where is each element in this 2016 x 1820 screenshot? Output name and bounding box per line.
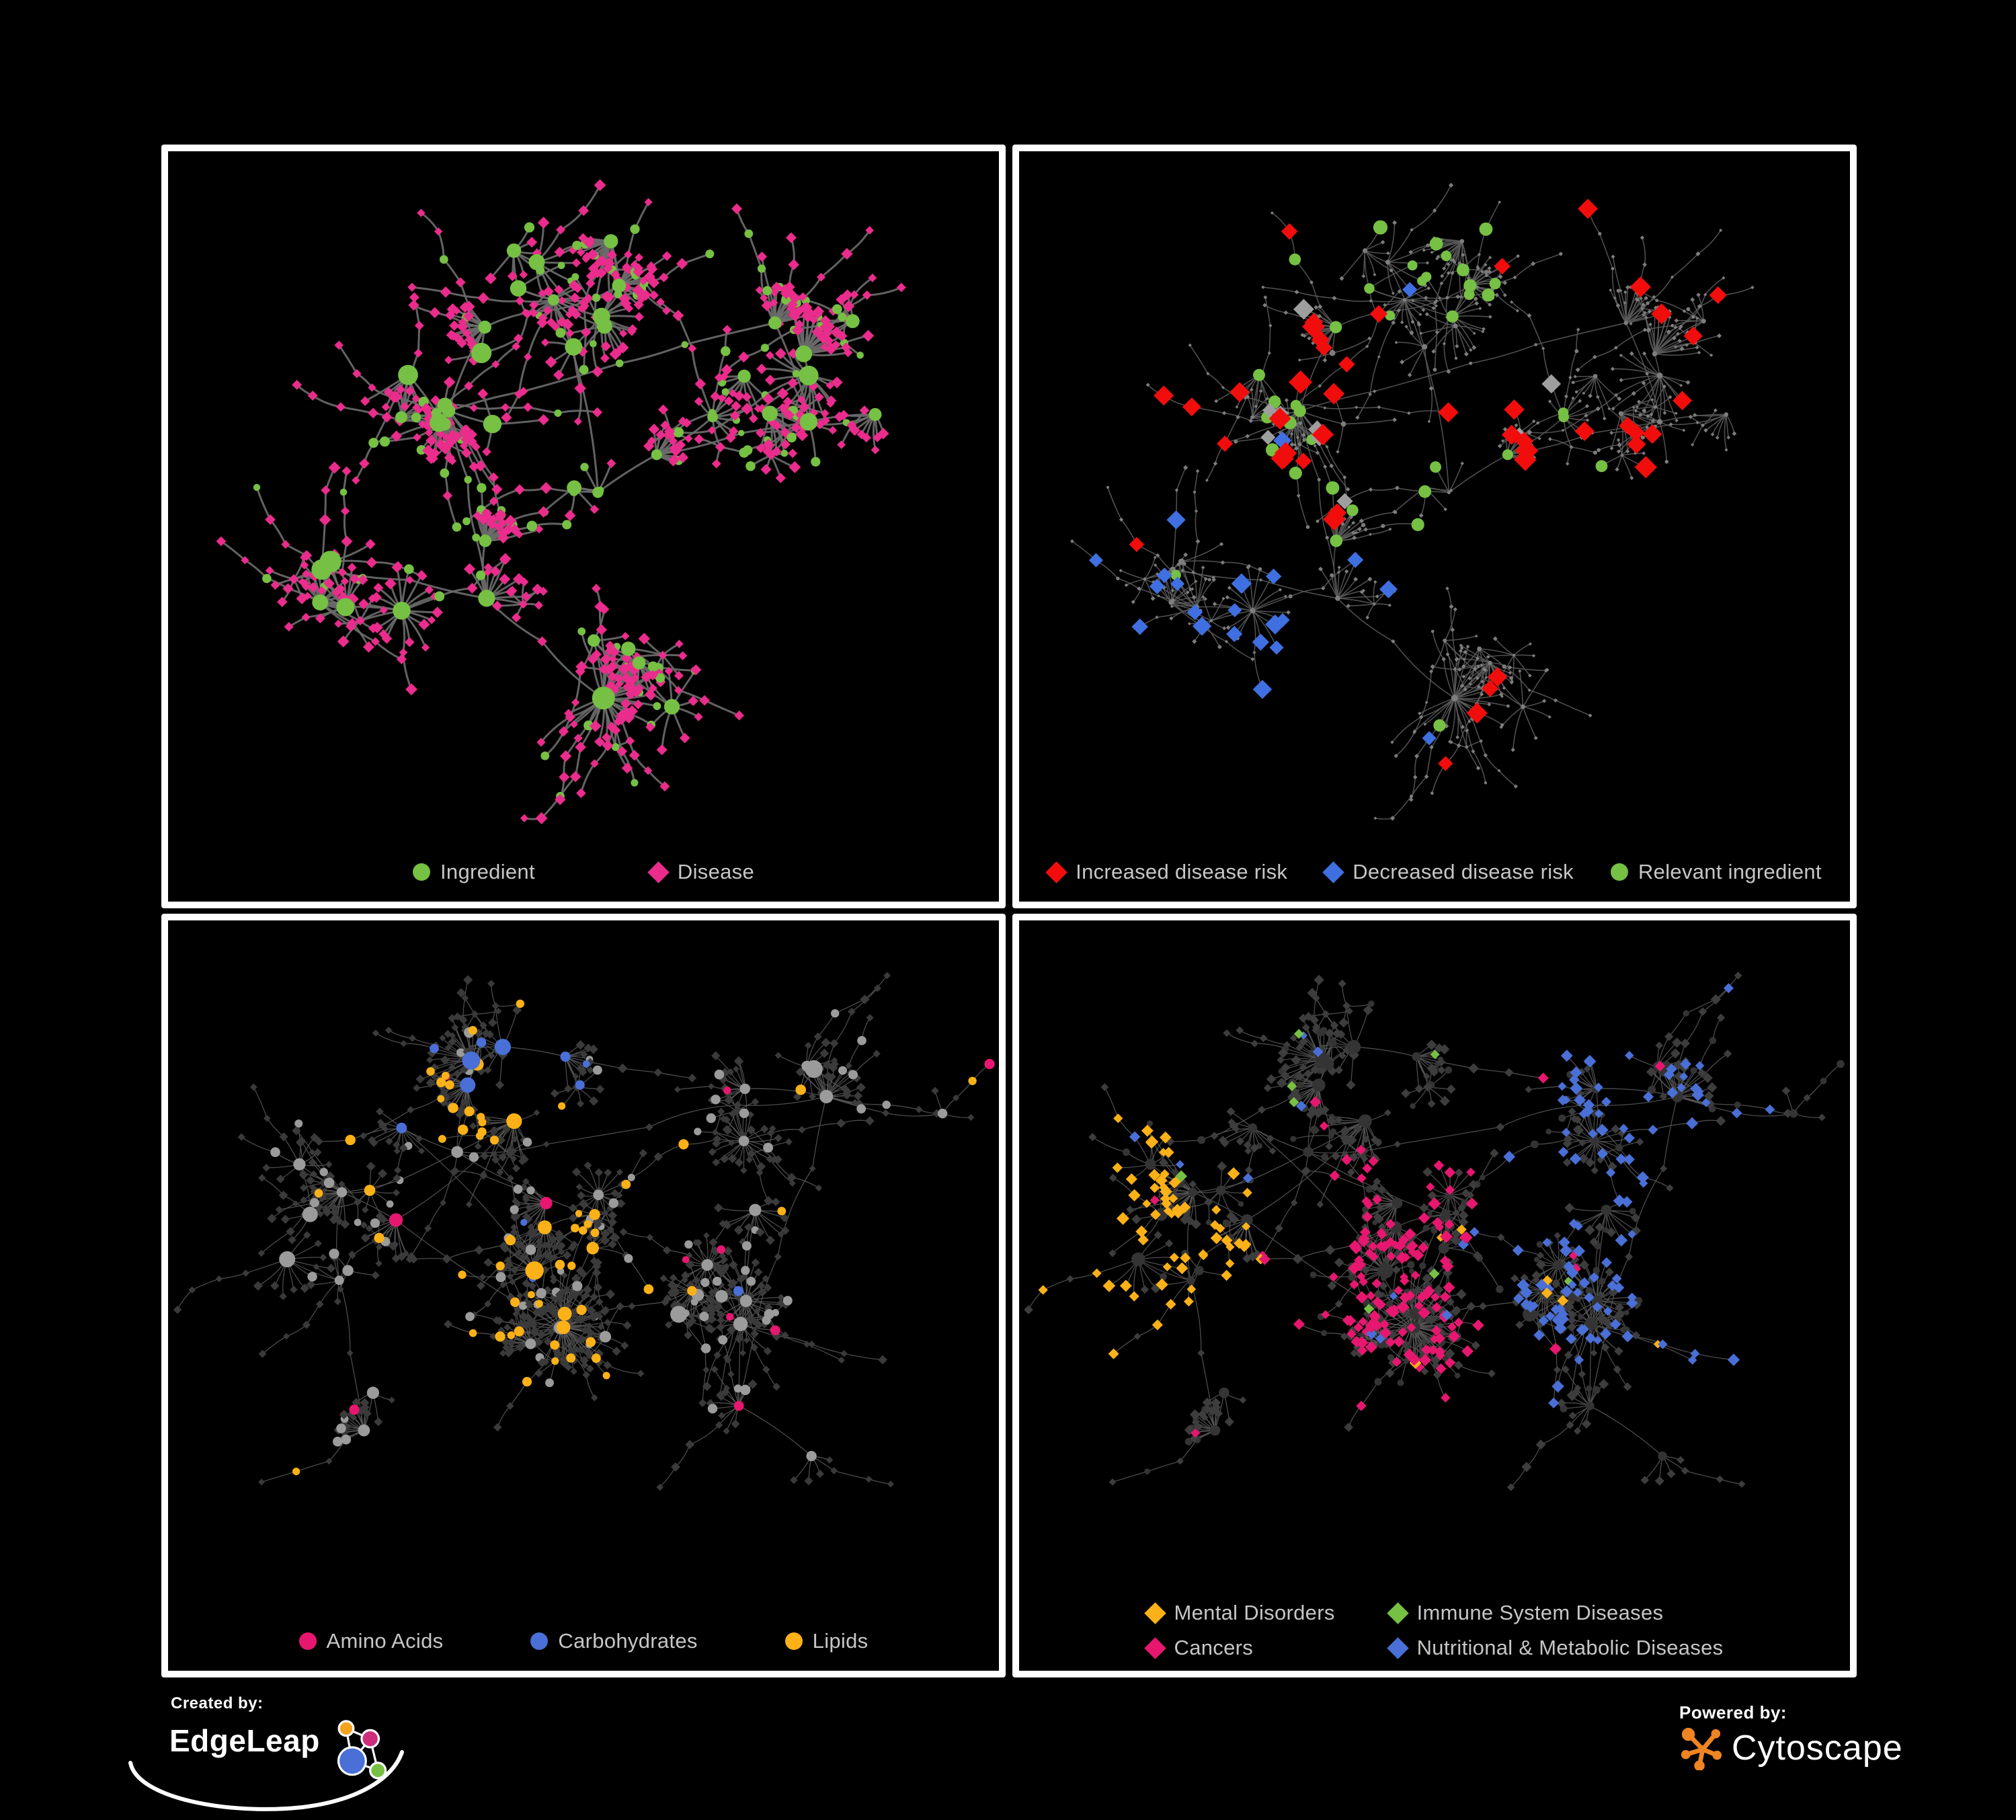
powered-by-label: Powered by: [1679,1702,1787,1723]
diamond-marker [1045,861,1067,883]
panel-ingredient-classes: Amino Acids Carbohydrates Lipids [161,914,1006,1677]
cytoscape-credit: Powered by: Cytoscape [1679,1702,1975,1770]
ingredient-disease-network-graph [216,179,906,824]
diamond-marker [647,861,670,883]
disease-classes-legend: Mental Disorders Immune System Diseases Ca… [1019,1601,1850,1660]
legend-item-disease: Disease [647,860,754,884]
legend-label: Mental Disorders [1174,1601,1335,1624]
ingredient-classes-legend: Amino Acids Carbohydrates Lipids [168,1629,999,1653]
circle-marker [413,863,430,881]
edgeleap-brand-row: EdgeLeap [161,1714,524,1787]
legend-label: Disease [677,860,754,883]
ingredient-disease-legend: Ingredient Disease [168,860,999,884]
cytoscape-brand-row: Cytoscape [1679,1726,1975,1770]
cytoscape-brand: Cytoscape [1732,1729,1903,1768]
legend-label: Immune System Diseases [1416,1601,1664,1624]
legend-label: Amino Acids [326,1629,444,1653]
created-by-label: Created by: [171,1694,264,1712]
circle-marker [1611,863,1628,881]
diamond-marker [1143,1636,1166,1659]
panel-disease-classes: Mental Disorders Immune System Diseases Ca… [1012,914,1857,1677]
disease-risk-legend: Increased disease risk Decreased disease … [1019,860,1850,884]
diamond-marker [1143,1601,1166,1624]
diamond-marker [1322,861,1344,883]
legend-label: Ingredient [440,860,535,883]
legend-item-lipids: Lipids [784,1629,869,1653]
circle-marker [530,1632,549,1650]
legend-label: Lipids [812,1629,869,1653]
edgeleap-brand: EdgeLeap [169,1723,320,1758]
edgeleap-logo-icon [337,1720,387,1780]
legend-label: Nutritional & Metabolic Diseases [1416,1636,1724,1659]
legend-label: Decreased disease risk [1353,860,1574,883]
legend-item-relevant-ingredient: Relevant ingredient [1611,860,1822,884]
legend-item-ingredient: Ingredient [413,860,535,884]
disease-classes-network-graph [1024,972,1845,1491]
legend-item-carbohydrates: Carbohydrates [530,1629,697,1653]
diamond-marker [1386,1601,1409,1624]
legend-label: Relevant ingredient [1638,860,1822,883]
panel-disease-risk: Increased disease risk Decreased disease … [1012,145,1857,908]
diamond-marker [1386,1636,1409,1659]
legend-label: Carbohydrates [558,1629,698,1653]
legend-label: Cancers [1174,1636,1254,1659]
legend-item-mental-disorders: Mental Disorders [1143,1601,1335,1625]
circle-marker [298,1632,317,1650]
legend-label: Increased disease risk [1076,860,1288,883]
legend-item-amino-acids: Amino Acids [298,1629,444,1653]
legend-item-nutritional-metabolic-diseases: Nutritional & Metabolic Diseases [1386,1636,1724,1660]
legend-item-cancers: Cancers [1143,1636,1335,1660]
circle-marker [784,1632,803,1650]
disease-risk-network-graph [1070,182,1755,821]
cytoscape-logo-icon [1681,1727,1722,1770]
ingredient-classes-network-graph [173,972,995,1491]
edgeleap-credit: Created by: EdgeLeap [128,1694,524,1819]
legend-item-immune-system-diseases: Immune System Diseases [1386,1601,1724,1625]
legend-item-increased-disease-risk: Increased disease risk [1045,860,1288,884]
panel-ingredient-disease: Ingredient Disease [161,145,1006,908]
legend-item-decreased-disease-risk: Decreased disease risk [1322,860,1574,884]
